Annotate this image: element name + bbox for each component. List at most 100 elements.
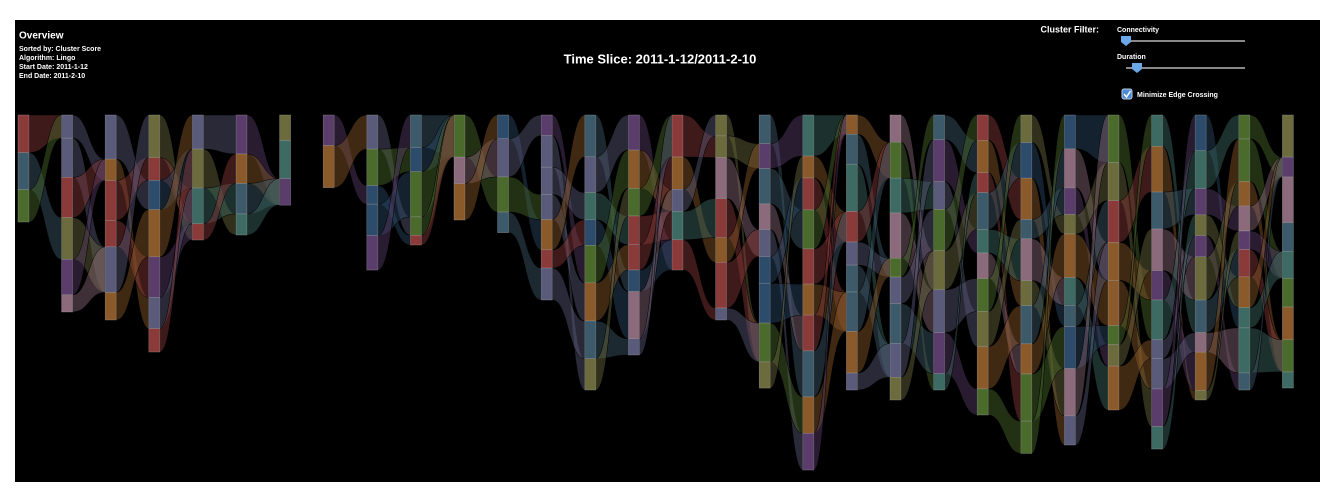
end-date: End Date: 2011-2-10 xyxy=(19,73,85,80)
cluster-block xyxy=(1064,148,1076,189)
cluster-block xyxy=(1194,188,1207,216)
cluster-block xyxy=(1020,280,1033,306)
cluster-block xyxy=(1282,277,1294,308)
cluster-block xyxy=(540,267,553,301)
cluster-block xyxy=(1020,420,1033,454)
cluster-block xyxy=(192,187,204,225)
cluster-block xyxy=(758,143,771,169)
cluster-block xyxy=(1107,162,1120,201)
cluster-block xyxy=(1107,280,1120,326)
cluster-block xyxy=(584,192,597,221)
cluster-block xyxy=(715,237,727,263)
cluster-block xyxy=(715,114,727,137)
cluster-block xyxy=(410,147,422,172)
cluster-block xyxy=(846,241,858,266)
cluster-block xyxy=(1020,305,1033,345)
slider-label: Connectivity xyxy=(1117,27,1159,34)
cluster-block xyxy=(1151,191,1163,230)
cluster-block xyxy=(584,245,597,284)
cluster-block xyxy=(671,211,684,241)
cluster-block xyxy=(192,148,204,189)
cluster-block xyxy=(1282,306,1294,341)
cluster-block xyxy=(1238,276,1251,308)
cluster-block xyxy=(497,138,509,178)
start-date: Start Date: 2011-1-12 xyxy=(19,64,88,71)
cluster-block xyxy=(366,235,379,271)
cluster-block xyxy=(758,114,771,144)
cluster-block xyxy=(17,189,30,223)
cluster-block xyxy=(1151,228,1163,271)
cluster-block xyxy=(889,303,902,344)
cluster-block xyxy=(410,114,422,148)
slider-thumb[interactable] xyxy=(1121,36,1131,46)
cluster-block xyxy=(104,180,117,221)
cluster-block xyxy=(889,276,902,304)
cluster-block xyxy=(758,322,771,363)
cluster-block xyxy=(453,114,466,158)
cluster-block xyxy=(366,114,379,150)
cluster-block xyxy=(148,180,161,210)
cluster-block xyxy=(976,388,989,416)
cluster-block xyxy=(17,152,30,190)
cluster-block xyxy=(540,166,553,195)
cluster-block xyxy=(1064,415,1076,446)
cluster-block xyxy=(104,158,117,181)
cluster-block xyxy=(540,194,553,220)
cluster-block xyxy=(61,114,73,139)
cluster-block xyxy=(846,331,858,374)
cluster-block xyxy=(628,215,640,245)
cluster-block xyxy=(628,244,640,271)
cluster-block xyxy=(1020,114,1033,143)
algorithm: Algorithm: Lingo xyxy=(19,55,75,62)
cluster-block xyxy=(1238,205,1251,232)
cluster-block xyxy=(104,220,117,248)
cluster-block xyxy=(584,320,597,359)
cluster-block xyxy=(192,114,204,150)
cluster-block xyxy=(802,209,815,250)
cluster-block xyxy=(1151,299,1163,341)
cluster-block xyxy=(846,211,858,243)
cluster-block xyxy=(1064,305,1076,327)
cluster-block xyxy=(758,256,771,284)
cluster-block xyxy=(628,188,640,217)
time-slice: Time Slice: 2011-1-12/2011-2-10 xyxy=(564,51,757,66)
cluster-block xyxy=(1020,373,1033,422)
cluster-block xyxy=(1151,146,1163,193)
cluster-block xyxy=(628,338,640,356)
cluster-block xyxy=(846,114,858,135)
cluster-block xyxy=(1194,256,1207,301)
cluster-block xyxy=(540,114,553,136)
cluster-block xyxy=(715,198,727,239)
cluster-block xyxy=(1151,388,1163,427)
cluster-block xyxy=(628,291,640,339)
checkmark xyxy=(1123,90,1132,99)
cluster-block xyxy=(61,217,73,260)
cluster-block xyxy=(1282,156,1294,178)
cluster-block xyxy=(715,157,727,199)
cluster-block xyxy=(889,114,902,143)
cluster-block xyxy=(1107,242,1120,281)
cluster-block xyxy=(235,213,248,236)
cluster-block xyxy=(1238,114,1251,140)
overview-title: Overview xyxy=(19,31,64,42)
slider-thumb[interactable] xyxy=(1132,63,1142,73)
cluster-block xyxy=(758,282,771,324)
cluster-block xyxy=(17,114,30,153)
cluster-block xyxy=(846,163,858,212)
cluster-block xyxy=(1064,114,1076,150)
cluster-block xyxy=(1151,358,1163,390)
cluster-block xyxy=(976,229,989,254)
slider-label: Duration xyxy=(1117,54,1146,61)
cluster-block xyxy=(497,114,509,140)
cluster-block xyxy=(1282,222,1294,252)
cluster-block xyxy=(1064,326,1076,369)
cluster-block xyxy=(148,297,161,329)
cluster-block xyxy=(802,114,815,157)
cluster-block xyxy=(410,171,422,218)
cluster-block xyxy=(802,432,815,471)
cluster-block xyxy=(933,139,945,182)
cluster-block xyxy=(976,311,989,347)
cluster-block xyxy=(540,219,553,251)
